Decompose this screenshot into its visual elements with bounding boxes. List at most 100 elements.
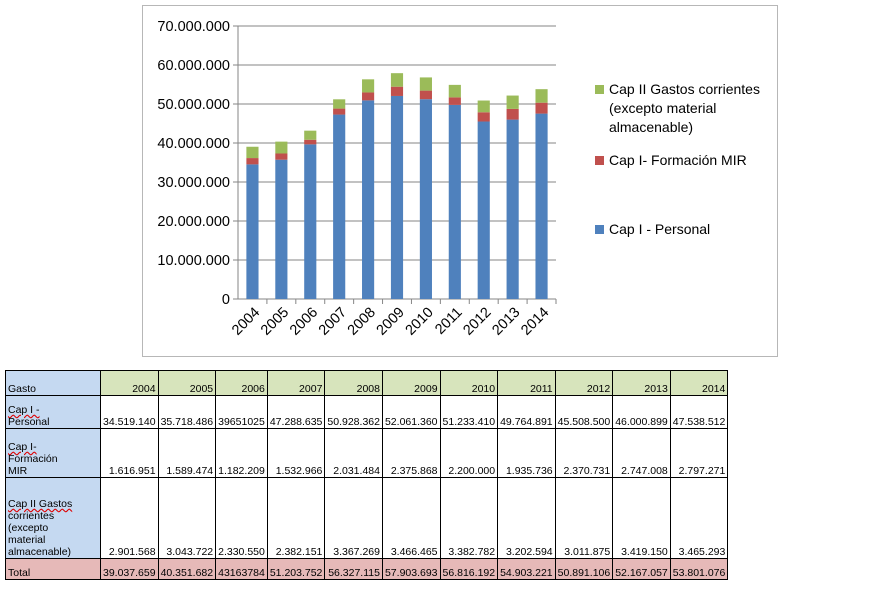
legend-label: Cap I- Formación MIR — [609, 152, 747, 168]
legend-label: almacenable) — [609, 119, 693, 135]
value-cell: 1.616.951 — [100, 428, 159, 478]
value-cell: 50.928.362 — [324, 395, 383, 429]
y-tick-label: 50.000.000 — [157, 97, 230, 113]
bar-segment — [506, 119, 519, 299]
chart-area: 0 10.000.000 20.000.000 30.000.000 40.000.00… — [142, 5, 778, 357]
x-tick-label: 2010 — [403, 305, 437, 339]
value-cell: 47.538.512 — [669, 395, 729, 429]
bar-segment — [419, 90, 432, 100]
year-header-cell: 2013 — [612, 370, 671, 396]
value-cell: 2.901.568 — [100, 477, 159, 559]
year-header-cell: 2005 — [157, 370, 217, 396]
bar-segment — [246, 146, 259, 159]
total-cell: 54.903.221 — [497, 558, 556, 580]
row-label-line: Cap I- — [8, 441, 37, 453]
row-label-line: (excepto — [8, 522, 49, 534]
legend-label: Cap I - Personal — [609, 221, 710, 237]
value-cell: 49.764.891 — [497, 395, 556, 429]
value-cell: 2.375.868 — [381, 428, 441, 478]
bar-segment — [333, 114, 346, 299]
total-cell: 52.167.057 — [612, 558, 671, 580]
bar-segment — [246, 158, 259, 165]
row-label-line: Personal — [8, 416, 50, 428]
y-tick-label: 20.000.000 — [157, 214, 230, 230]
bar-segment — [275, 159, 288, 299]
bar-segment — [448, 84, 461, 98]
bar-segment — [362, 100, 375, 299]
row-label-line: MIR — [8, 465, 28, 477]
row-label-line: Cap I - — [8, 404, 40, 416]
table-row: Cap I- Formación MIR 1.616.951 1.589.474 1… — [5, 428, 729, 478]
bar-segment — [390, 86, 404, 96]
bar-segment — [304, 130, 317, 140]
x-tick-label: 2004 — [229, 305, 263, 339]
y-tick-label: 10.000.000 — [157, 253, 230, 269]
bar-segment — [362, 92, 375, 101]
x-tick-label: 2005 — [258, 305, 292, 339]
value-cell: 39651025 — [215, 395, 268, 429]
row-label: Cap I- Formación MIR — [5, 428, 101, 478]
total-cell: 39.037.659 — [100, 558, 159, 580]
bar-segment — [304, 144, 317, 299]
y-tick-label: 30.000.000 — [157, 175, 230, 191]
bar-segment — [304, 139, 317, 145]
total-row: Total 39.037.659 40.351.682 43163784 51.… — [5, 558, 729, 580]
x-tick-label: 2012 — [460, 305, 494, 339]
legend-swatch — [595, 85, 604, 94]
year-header-cell: 2009 — [381, 370, 441, 396]
bar-segment — [362, 79, 375, 93]
bar-segment — [448, 104, 461, 299]
x-tick-label: 2006 — [287, 305, 321, 339]
value-cell: 3.202.594 — [497, 477, 556, 559]
total-cell: 50.891.106 — [554, 558, 614, 580]
table-row: Cap I - Personal 34.519.140 35.718.486 39… — [5, 395, 729, 429]
row-label-line: Formación — [8, 453, 58, 465]
bar-segment — [506, 108, 519, 120]
bar-segment — [333, 99, 346, 109]
value-cell: 46.000.899 — [612, 395, 671, 429]
y-tick-label: 60.000.000 — [157, 58, 230, 74]
year-header-cell: 2008 — [324, 370, 383, 396]
value-cell: 3.011.875 — [554, 477, 614, 559]
value-cell: 2.031.484 — [324, 428, 383, 478]
year-header-cell: 2010 — [439, 370, 499, 396]
bar-segment — [535, 89, 548, 103]
row-label-line: material — [8, 534, 46, 546]
value-cell: 2.747.008 — [612, 428, 671, 478]
row-label: Cap I - Personal — [5, 395, 101, 429]
x-tick-label: 2009 — [374, 305, 408, 339]
value-cell: 45.508.500 — [554, 395, 614, 429]
year-header-cell: 2012 — [554, 370, 614, 396]
y-tick-label: 70.000.000 — [157, 19, 230, 35]
stacked-bar-chart: 0 10.000.000 20.000.000 30.000.000 40.000.00… — [157, 19, 760, 339]
x-tick-label: 2014 — [518, 305, 552, 339]
bar-segment — [477, 100, 490, 113]
bar-segment — [275, 153, 288, 160]
bar-segment — [506, 95, 519, 109]
year-header-cell: 2007 — [266, 370, 326, 396]
data-table: Gasto 2004 2005 2006 2007 2008 2009 2010… — [5, 370, 729, 580]
y-tick-label: 40.000.000 — [157, 136, 230, 152]
value-cell: 2.370.731 — [554, 428, 614, 478]
total-cell: 53.801.076 — [669, 558, 729, 580]
value-cell: 47.288.635 — [266, 395, 326, 429]
total-cell: 56.816.192 — [439, 558, 499, 580]
row-label-line: corrientes — [8, 510, 55, 522]
x-tick-label: 2011 — [432, 305, 465, 338]
x-tick-label: 2008 — [345, 305, 379, 339]
value-cell: 2.330.550 — [215, 477, 268, 559]
total-cell: 51.203.752 — [266, 558, 326, 580]
bar-segment — [535, 113, 548, 300]
bar-segment — [275, 141, 288, 154]
value-cell: 1.182.209 — [215, 428, 268, 478]
value-cell: 3.382.782 — [439, 477, 499, 559]
row-label-line: almacenable) — [8, 546, 72, 558]
table-header-row: Gasto 2004 2005 2006 2007 2008 2009 2010… — [5, 370, 729, 396]
bar-segment — [535, 102, 548, 114]
bar-segment — [448, 97, 461, 105]
bar-segment — [477, 121, 490, 300]
year-header-cell: 2006 — [215, 370, 268, 396]
year-header-cell: 2004 — [100, 370, 159, 396]
row-label-line: Cap II Gastos — [8, 498, 73, 510]
value-cell: 1.935.736 — [497, 428, 556, 478]
